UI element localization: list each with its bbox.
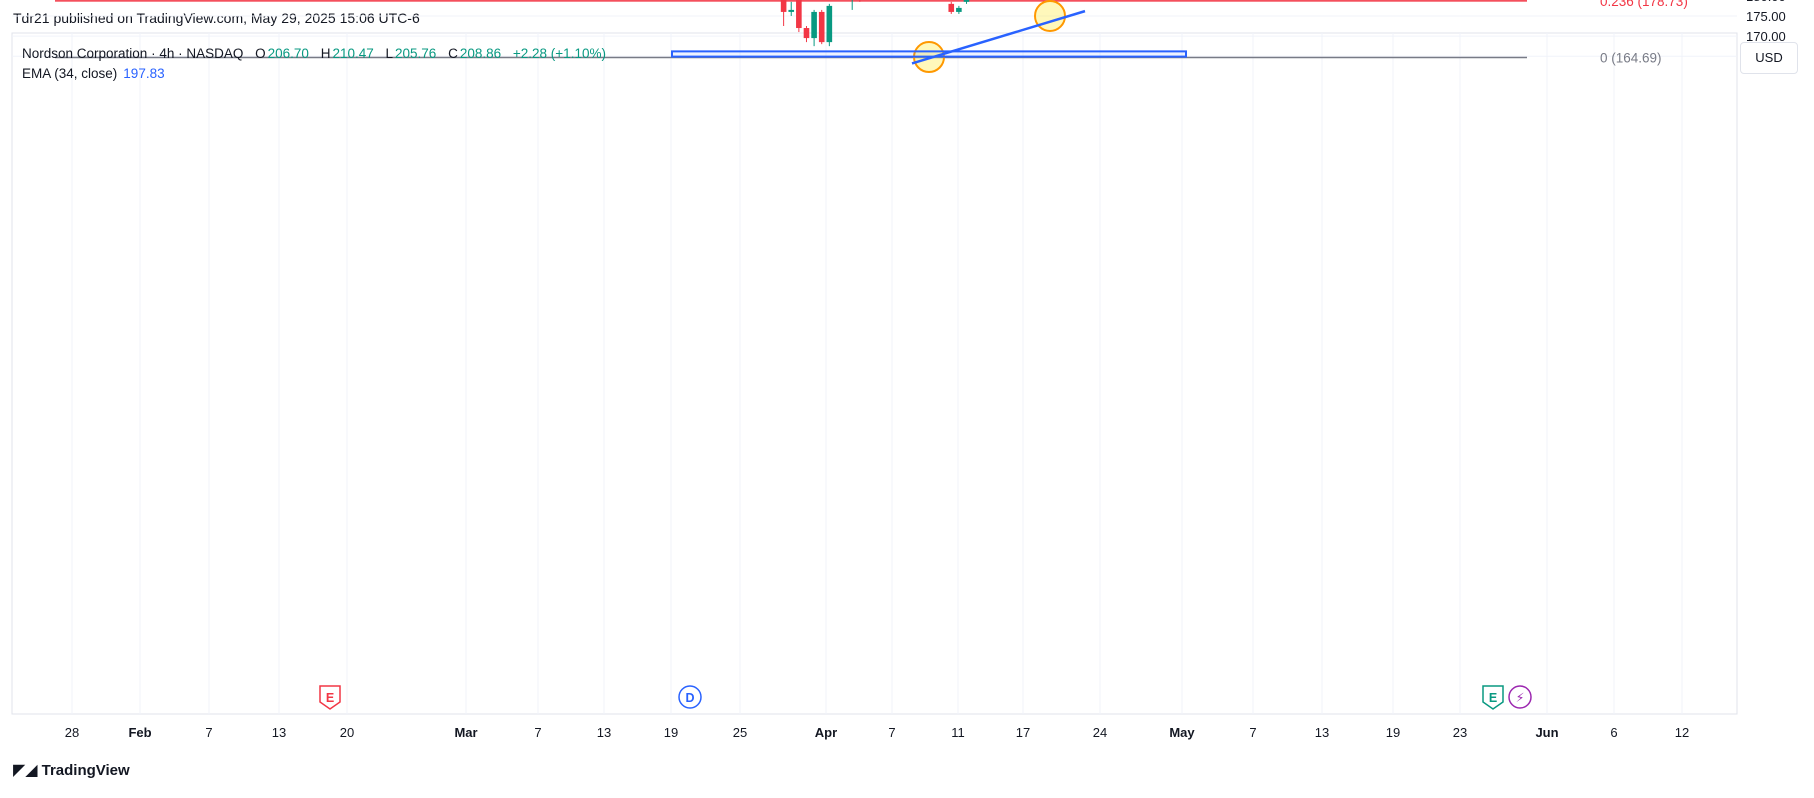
plot-frame [11,32,1738,715]
candle-body [788,9,795,12]
low-label: L [385,46,394,61]
time-tick-label: 24 [1093,725,1107,740]
event-badge[interactable]: E [319,685,341,710]
time-tick-label: 13 [272,725,286,740]
ema-value: 197.83 [123,66,165,81]
candle [851,0,853,10]
time-tick-label: Feb [128,725,151,740]
swing-marker [1034,0,1066,32]
candle [788,1,795,16]
publish-credit: Tdr21 published on TradingView.com, May … [13,10,420,26]
time-tick-label: Jun [1535,725,1558,740]
price-tick-label: 170.00 [1746,29,1786,44]
time-tick-label: May [1169,725,1195,740]
badge-label: E [326,691,334,705]
annotations [671,0,1187,74]
candle-body [956,7,962,12]
badge-label: D [685,691,694,705]
time-tick-label: 7 [1249,725,1256,740]
time-tick-label: 13 [597,725,611,740]
time-tick-label: 13 [1315,725,1329,740]
time-tick-label: 7 [888,725,895,740]
price-tick-label: 180.00 [1746,0,1786,4]
fib-label: 0.236 (178.73) [1600,0,1688,9]
candle-body [963,0,970,2]
time-tick-label: 12 [1675,725,1689,740]
candle [780,0,787,27]
close-value: 208.86 [459,46,502,61]
grid [11,15,1738,715]
trend-line [911,9,1086,65]
candles [780,0,970,47]
support-zone [671,50,1187,58]
candle [963,0,970,4]
badge-label: ⚡ [1516,691,1525,705]
time-tick-label: 20 [340,725,354,740]
ema-label[interactable]: EMA (34, close) [22,66,118,81]
candle-body [818,11,825,43]
event-badge[interactable]: ⚡ [1508,685,1532,709]
candle-body [780,0,787,12]
symbol-row: Nordson Corporation · 4h · NASDAQ O 206.7… [22,44,614,64]
time-tick-label: 11 [951,725,965,740]
change-value: +2.28 (+1.10%) [512,46,606,61]
candle [826,3,833,47]
time-tick-label: 7 [205,725,212,740]
open-value: 206.70 [267,46,309,61]
brand-label: TradingView [41,762,130,779]
badge-shape [1508,685,1532,709]
fib-label: 0 (164.69) [1600,50,1662,65]
candle-body [826,5,833,43]
candle [811,9,817,47]
badge-shape [1482,685,1504,710]
ema-row: EMA (34, close) 197.83 [22,64,614,84]
event-badge[interactable]: D [678,685,702,709]
currency-button[interactable]: USD [1740,42,1798,74]
time-tick-label: 23 [1453,725,1467,740]
candle [803,26,810,43]
time-axis: 28 Feb 7 13 20 Mar 7 13 19 25 Apr 7 11 17 24 May 7 13 19 23… [65,725,1689,740]
high-label: H [320,46,331,61]
time-tick-label: 19 [664,725,678,740]
time-tick-label: Apr [815,725,837,740]
price-tick-label: 175.00 [1746,9,1786,24]
badge-shape [678,685,702,709]
badge-label: E [1489,691,1497,705]
close-label: C [448,46,458,61]
high-value: 210.47 [332,46,374,61]
candle [796,0,802,33]
candle [948,1,955,14]
time-tick-label: 28 [65,725,79,740]
time-tick-label: Mar [454,725,477,740]
candle-body [948,3,955,12]
time-tick-label: 25 [733,725,747,740]
event-badge[interactable]: E [1482,685,1504,710]
candle [818,9,825,45]
tv-logo-icon: ◤◢ [13,762,38,779]
candle-body [811,11,817,39]
time-tick-label: 17 [1016,725,1030,740]
candle-body [796,0,802,29]
low-value: 205.76 [395,46,437,61]
time-tick-label: 6 [1610,725,1617,740]
time-tick-label: 7 [534,725,541,740]
open-label: O [255,46,266,61]
badge-shape [319,685,341,710]
symbol-line[interactable]: Nordson Corporation · 4h · NASDAQ [22,46,244,61]
chart-legend: Nordson Corporation · 4h · NASDAQ O 206.7… [22,44,614,84]
event-badges: E D E ⚡ [319,685,1532,710]
candle [956,5,962,14]
time-tick-label: 19 [1386,725,1400,740]
tradingview-logo[interactable]: ◤◢ TradingView [13,760,130,780]
candle-body [803,28,810,39]
